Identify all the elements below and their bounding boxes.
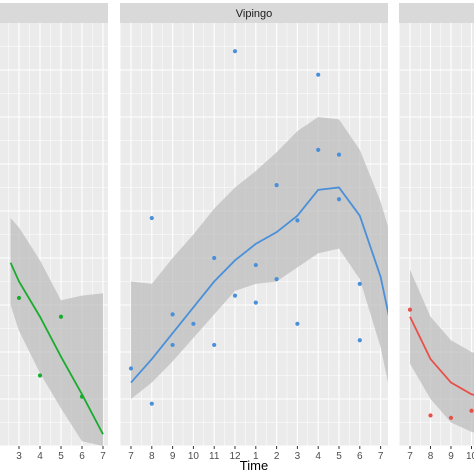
x-tick-label: 3 bbox=[16, 451, 22, 462]
data-point bbox=[128, 366, 134, 371]
data-point bbox=[428, 413, 433, 418]
data-point bbox=[295, 218, 300, 223]
data-point bbox=[274, 277, 279, 282]
data-point bbox=[407, 307, 413, 312]
data-point bbox=[212, 342, 217, 348]
data-point bbox=[357, 338, 362, 343]
data-point bbox=[191, 321, 196, 326]
panel-plot-area bbox=[120, 23, 388, 446]
data-point bbox=[448, 415, 454, 420]
facet-panel-1: 3 4 5 6 7 bbox=[0, 3, 108, 462]
data-point bbox=[232, 49, 238, 54]
data-point bbox=[212, 255, 217, 261]
data-point bbox=[336, 197, 342, 202]
x-tick-label: 4 bbox=[37, 451, 43, 462]
x-tick-label: 11 bbox=[209, 451, 220, 462]
x-tick-label: 7 bbox=[378, 451, 384, 462]
data-point bbox=[149, 401, 154, 406]
x-tick-label: 6 bbox=[357, 451, 363, 462]
x-tick-label: 4 bbox=[315, 451, 321, 462]
data-point bbox=[232, 293, 238, 298]
data-point bbox=[79, 394, 85, 399]
facet-strip-label: Vipingo bbox=[236, 8, 273, 20]
x-tick-label: 12 bbox=[229, 451, 241, 462]
facet-strip bbox=[0, 3, 108, 23]
x-tick-label: 10 bbox=[188, 451, 200, 462]
data-point bbox=[170, 312, 175, 317]
x-tick-label: 1 bbox=[253, 451, 259, 462]
x-tick-label: 8 bbox=[428, 451, 434, 462]
data-point bbox=[37, 373, 43, 378]
confidence-ribbon bbox=[410, 269, 474, 433]
x-tick-label: 7 bbox=[407, 451, 413, 462]
facet-strip bbox=[120, 3, 388, 23]
data-point bbox=[58, 314, 64, 319]
x-tick-label: 2 bbox=[274, 451, 280, 462]
x-tick-label: 8 bbox=[149, 451, 155, 462]
x-axis-title: Time bbox=[240, 458, 268, 473]
trend-line bbox=[409, 316, 474, 396]
data-point bbox=[316, 72, 321, 77]
x-tick-label: 7 bbox=[128, 451, 134, 462]
data-point bbox=[16, 295, 22, 301]
data-point bbox=[149, 215, 154, 221]
trend-line bbox=[9, 262, 104, 435]
data-point bbox=[253, 300, 258, 305]
x-tick-label: 6 bbox=[79, 451, 85, 462]
x-tick-label: 10 bbox=[466, 451, 474, 462]
data-point bbox=[295, 321, 300, 326]
panel-plot-area bbox=[399, 23, 474, 446]
panel-plot-area bbox=[0, 23, 108, 446]
x-tick-label: 3 bbox=[295, 451, 301, 462]
data-point bbox=[253, 262, 258, 268]
x-tick-label: 5 bbox=[336, 451, 342, 462]
x-tick-label: 5 bbox=[58, 451, 64, 462]
x-tick-label: 9 bbox=[170, 451, 176, 462]
data-point bbox=[274, 183, 279, 188]
facet-strip bbox=[399, 3, 474, 23]
data-point bbox=[336, 152, 342, 157]
confidence-ribbon bbox=[131, 117, 388, 399]
data-point bbox=[316, 147, 321, 152]
data-point bbox=[170, 342, 175, 348]
trend-line bbox=[130, 186, 388, 384]
data-point bbox=[469, 408, 474, 413]
facet-panel-3: 7 8 9 10 bbox=[399, 3, 474, 462]
x-tick-label: 9 bbox=[448, 451, 454, 462]
x-tick-label: 7 bbox=[100, 451, 106, 462]
data-point bbox=[357, 281, 362, 286]
